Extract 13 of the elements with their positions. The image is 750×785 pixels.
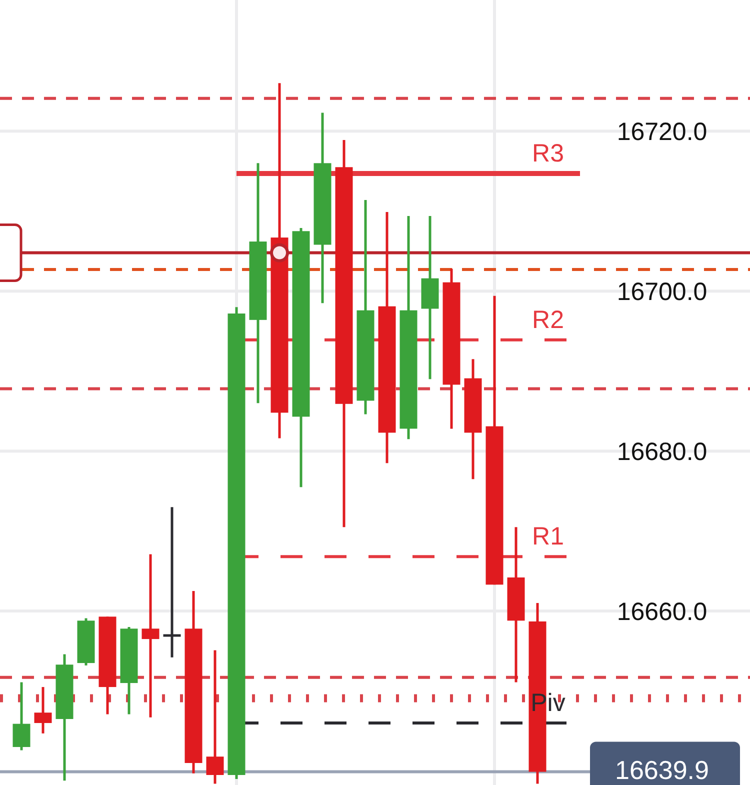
candlestick — [34, 686, 52, 735]
ref-line-label: 16639.9 — [615, 754, 709, 785]
y-tick-label: 16720.0 — [616, 118, 708, 146]
ref-line-label: R1 — [532, 522, 564, 551]
candlestick — [12, 680, 30, 752]
candlestick — [206, 648, 224, 785]
y-tick-label: 16660.0 — [616, 598, 708, 626]
candlestick — [142, 553, 160, 719]
candlestick — [163, 506, 181, 659]
ref-line-label: R3 — [532, 140, 564, 168]
y-tick-label: 16680.0 — [616, 438, 708, 466]
y-tick-label: 16700.0 — [616, 278, 708, 306]
ref-line-label: R2 — [532, 306, 564, 334]
